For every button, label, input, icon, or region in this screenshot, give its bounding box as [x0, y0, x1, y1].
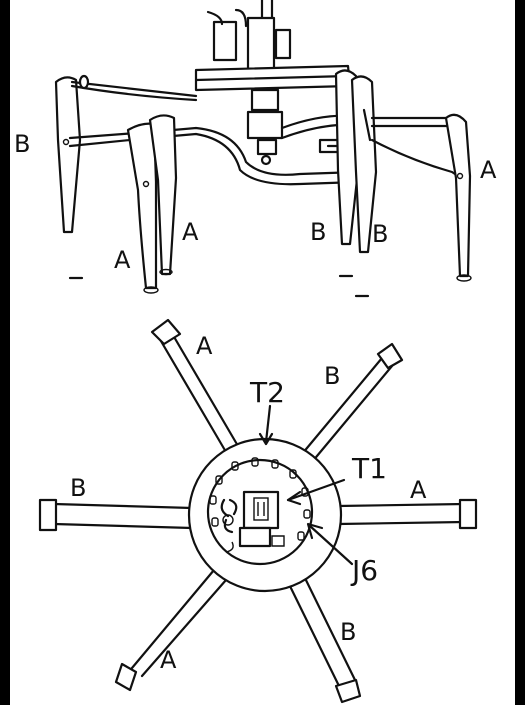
label-left-inner-a2: A	[182, 218, 199, 246]
label-right-inner-b1: B	[310, 218, 326, 246]
leg-right	[336, 498, 478, 530]
battery	[238, 526, 272, 548]
label-leg-left: B	[70, 474, 86, 502]
ground-marks	[68, 274, 370, 298]
leg-upper-right	[300, 342, 404, 464]
label-left-inner-a1: A	[114, 246, 131, 274]
leg-right-outer	[444, 113, 472, 278]
leg-lower-right	[284, 570, 362, 704]
top-view: T2 T1 J6 A B B A A B	[38, 318, 478, 704]
label-right-inner-b2: B	[372, 220, 388, 248]
label-t1: T1	[351, 452, 387, 485]
label-left-outer: B	[14, 130, 30, 158]
mast	[260, 0, 274, 20]
side-view: B A A B B A	[14, 0, 497, 298]
callout-t2: T2	[249, 376, 285, 446]
label-j6: J6	[350, 554, 378, 587]
label-leg-lower-right: B	[340, 618, 356, 646]
label-right-outer: A	[480, 156, 497, 184]
motor-left	[212, 20, 238, 62]
label-leg-lower-left: A	[160, 646, 177, 674]
callout-j6: J6	[306, 522, 378, 587]
callout-t1: T1	[286, 452, 387, 506]
label-leg-upper-left: A	[196, 332, 213, 360]
leg-upper-left	[150, 318, 240, 454]
gearbox	[246, 110, 284, 140]
leg-left-outer	[54, 76, 82, 234]
label-t2: T2	[249, 376, 285, 409]
hexapod-diagram: B A A B B A	[14, 0, 497, 704]
label-leg-upper-right: B	[324, 362, 340, 390]
hub-bolt-circle	[209, 457, 311, 541]
label-leg-right: A	[410, 476, 427, 504]
leg-left-inner-1	[126, 122, 158, 290]
leg-right-inner-2	[350, 75, 378, 254]
drawing-panel: B A A B B A	[10, 0, 515, 705]
leg-left	[38, 498, 194, 532]
leg-lower-left	[114, 568, 228, 692]
